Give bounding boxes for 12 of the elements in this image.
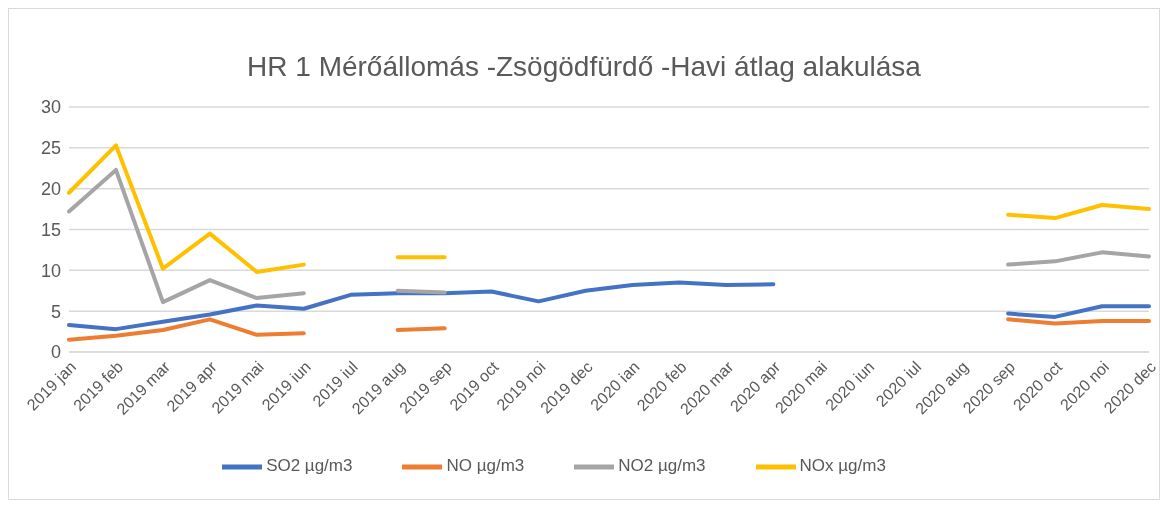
y-tick-label: 20 <box>40 179 61 200</box>
legend-label: NOx µg/m3 <box>799 456 886 476</box>
y-tick-label: 5 <box>50 301 61 322</box>
y-tick-label: 0 <box>50 342 61 363</box>
y-tick-label: 30 <box>40 97 61 118</box>
y-tick-label: 10 <box>40 260 61 281</box>
chart-title: HR 1 Mérőállomás -Zsögödfürdő -Havi átlag alakulása <box>246 50 922 82</box>
legend-label: NO µg/m3 <box>446 456 525 476</box>
legend-label: NO2 µg/m3 <box>618 456 706 476</box>
legend-label: SO2 µg/m3 <box>266 456 353 476</box>
y-tick-label: 25 <box>40 138 61 159</box>
y-tick-label: 15 <box>40 219 61 240</box>
